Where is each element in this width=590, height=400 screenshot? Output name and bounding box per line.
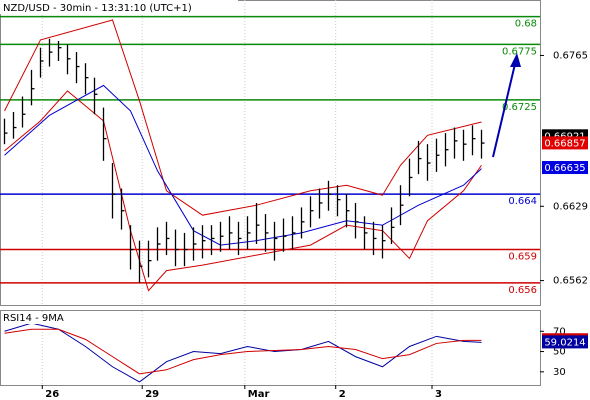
chart-title: NZD/USD - 30min - 13:31:10 (UTC+1): [3, 3, 192, 14]
level-label: 0.6725: [502, 102, 537, 113]
level-label: 0.659: [508, 252, 537, 263]
y-tick-label: 0.6765: [553, 50, 588, 61]
level-label: 0.664: [508, 196, 537, 207]
price-marker-label: 0.66857: [544, 138, 585, 149]
rsi-tick-label: 30: [553, 367, 566, 378]
x-tick-label: 26: [45, 389, 59, 400]
rsi-tick-label: 70: [553, 326, 566, 337]
rsi-line: [4, 322, 482, 383]
price-marker: [542, 161, 588, 175]
price-marker-label: 0.66635: [544, 163, 585, 174]
x-tick-label: Mar: [248, 389, 270, 400]
arrow-head: [510, 53, 521, 67]
projection-arrow: [492, 63, 516, 158]
price-marker: [542, 136, 588, 150]
x-tick-label: 29: [145, 389, 159, 400]
rsi-marker: [542, 335, 588, 349]
indicator-line: [4, 90, 482, 292]
level-label: 0.68: [515, 19, 537, 30]
level-label: 0.6775: [502, 46, 537, 57]
rsi-pane: [0, 310, 541, 386]
price-pane: [0, 0, 541, 306]
y-tick-label: 0.6562: [553, 276, 588, 287]
rsi-line: [4, 328, 482, 375]
rsi-title: RSI14 - 9MA: [3, 313, 64, 324]
y-tick-label: 0.6629: [553, 201, 588, 212]
x-tick-label: 2: [339, 389, 346, 400]
x-tick-label: 3: [435, 389, 442, 400]
rsi-title-bg: [1, 312, 65, 324]
title-bg: [0, 0, 238, 14]
rsi-marker-label: 59.0214: [544, 337, 585, 348]
rsi-tick-label: 50: [553, 347, 566, 358]
level-label: 0.656: [508, 285, 537, 296]
